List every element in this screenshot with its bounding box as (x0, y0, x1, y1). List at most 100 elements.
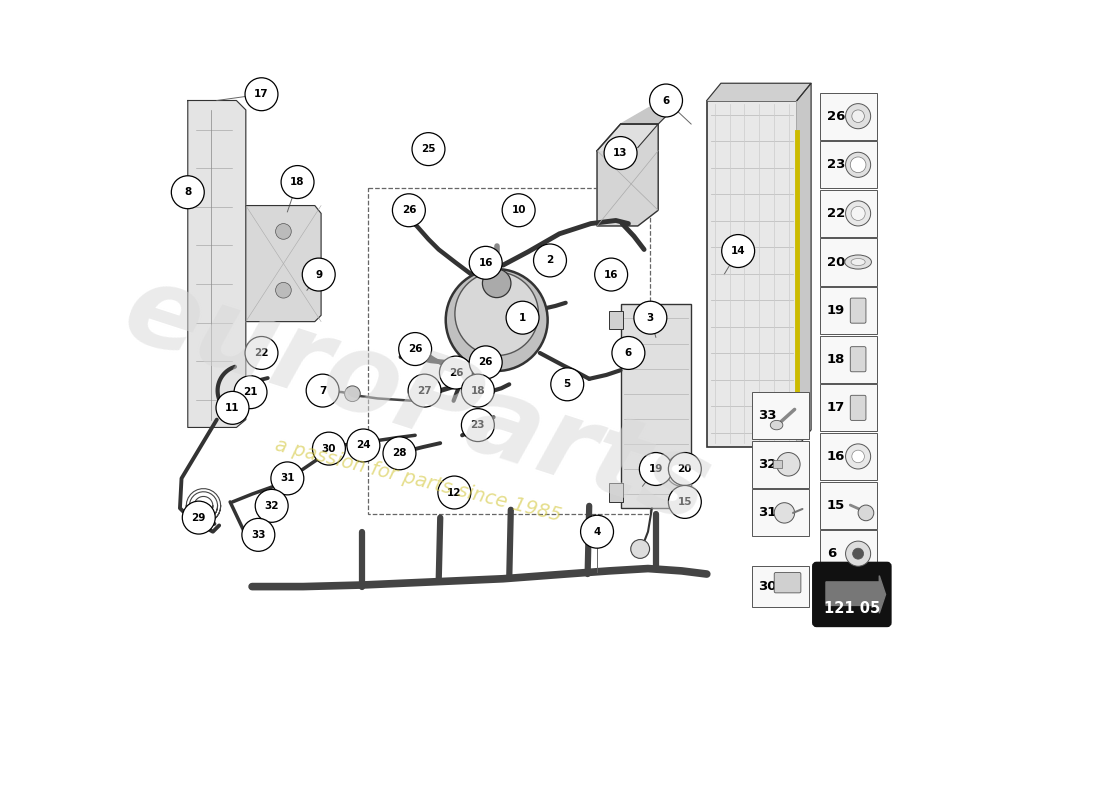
Text: 30: 30 (321, 444, 337, 454)
Text: 21: 21 (243, 387, 257, 397)
Circle shape (774, 502, 794, 523)
Circle shape (412, 133, 444, 166)
Circle shape (470, 246, 503, 279)
Circle shape (534, 244, 566, 277)
FancyBboxPatch shape (821, 384, 877, 431)
Text: 121 05: 121 05 (824, 601, 880, 616)
FancyBboxPatch shape (821, 336, 877, 382)
Circle shape (612, 337, 645, 370)
Circle shape (446, 269, 548, 371)
Polygon shape (826, 576, 886, 614)
Text: 6: 6 (827, 547, 836, 560)
Circle shape (630, 539, 650, 558)
Text: 28: 28 (393, 448, 407, 458)
Text: 19: 19 (649, 464, 663, 474)
Text: 3: 3 (647, 313, 654, 322)
Ellipse shape (851, 258, 866, 266)
Circle shape (276, 282, 292, 298)
Circle shape (461, 409, 494, 442)
Circle shape (245, 337, 278, 370)
Circle shape (851, 450, 865, 462)
Circle shape (461, 374, 494, 407)
Text: 32: 32 (758, 458, 777, 470)
Circle shape (669, 453, 702, 486)
Circle shape (846, 444, 871, 469)
Text: 31: 31 (280, 474, 295, 483)
Text: 26: 26 (402, 206, 416, 215)
Text: 6: 6 (625, 348, 632, 358)
Text: 20: 20 (678, 464, 692, 474)
FancyBboxPatch shape (821, 238, 877, 286)
FancyBboxPatch shape (813, 563, 890, 626)
Text: 15: 15 (827, 498, 845, 511)
Text: 17: 17 (827, 402, 845, 414)
Text: 12: 12 (447, 487, 462, 498)
Polygon shape (620, 101, 682, 124)
FancyBboxPatch shape (821, 530, 877, 577)
Text: 26: 26 (408, 344, 422, 354)
FancyBboxPatch shape (752, 441, 808, 488)
Text: 33: 33 (251, 530, 265, 540)
FancyBboxPatch shape (419, 147, 437, 160)
Circle shape (312, 432, 345, 465)
Circle shape (393, 194, 426, 226)
Circle shape (551, 368, 584, 401)
Text: 18: 18 (290, 177, 305, 187)
Text: 24: 24 (356, 441, 371, 450)
Circle shape (234, 376, 267, 409)
Circle shape (846, 201, 871, 226)
Text: 7: 7 (319, 386, 327, 395)
Circle shape (183, 501, 216, 534)
Circle shape (276, 223, 292, 239)
Circle shape (858, 505, 873, 521)
Ellipse shape (770, 420, 783, 430)
Text: 33: 33 (758, 409, 777, 422)
Polygon shape (188, 101, 245, 427)
Text: 1: 1 (519, 313, 526, 322)
Text: 20: 20 (827, 255, 845, 269)
FancyBboxPatch shape (821, 190, 877, 237)
Circle shape (483, 269, 512, 298)
Text: 8: 8 (184, 187, 191, 198)
Circle shape (242, 518, 275, 551)
Text: 16: 16 (604, 270, 618, 279)
Circle shape (302, 258, 336, 291)
FancyBboxPatch shape (772, 460, 782, 468)
FancyBboxPatch shape (821, 482, 877, 529)
Text: 13: 13 (614, 148, 628, 158)
Text: 26: 26 (827, 110, 845, 122)
Circle shape (346, 429, 380, 462)
Text: 6: 6 (662, 95, 670, 106)
Circle shape (245, 78, 278, 110)
Text: 26: 26 (449, 367, 463, 378)
Circle shape (852, 548, 864, 559)
Polygon shape (245, 206, 321, 322)
Text: 16: 16 (478, 258, 493, 268)
FancyBboxPatch shape (850, 346, 866, 372)
Circle shape (777, 453, 800, 476)
Text: 23: 23 (471, 420, 485, 430)
Circle shape (674, 462, 690, 478)
Circle shape (398, 333, 431, 366)
Circle shape (282, 166, 314, 198)
Text: 22: 22 (827, 207, 845, 220)
Circle shape (639, 453, 672, 486)
Text: 15: 15 (678, 497, 692, 507)
Circle shape (255, 490, 288, 522)
Circle shape (846, 541, 871, 566)
FancyBboxPatch shape (821, 142, 877, 188)
Text: a passion for parts since 1985: a passion for parts since 1985 (273, 435, 563, 525)
FancyBboxPatch shape (752, 490, 808, 537)
Circle shape (851, 110, 865, 122)
Polygon shape (798, 83, 811, 447)
Circle shape (455, 272, 539, 355)
Text: 26: 26 (478, 358, 493, 367)
Text: 25: 25 (421, 144, 436, 154)
Text: 4: 4 (593, 526, 601, 537)
Text: 9: 9 (316, 270, 322, 279)
Text: euroParts: euroParts (112, 255, 724, 545)
FancyBboxPatch shape (821, 433, 877, 480)
Text: 27: 27 (417, 386, 432, 395)
Text: 18: 18 (827, 353, 845, 366)
FancyBboxPatch shape (752, 566, 808, 607)
